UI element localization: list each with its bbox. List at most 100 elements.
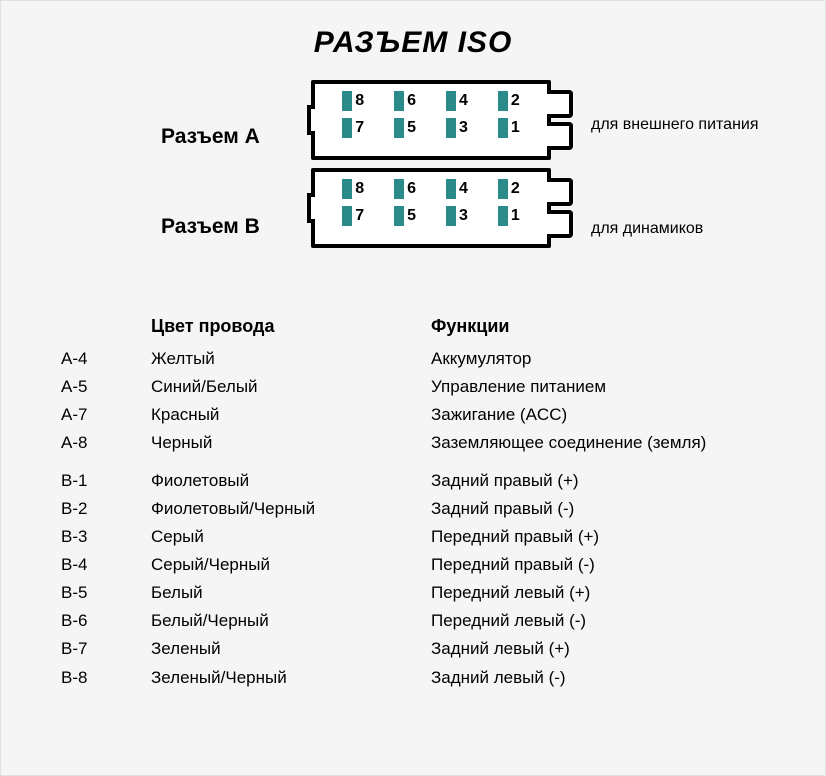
- pin-icon: [446, 179, 456, 199]
- pin-icon: [498, 206, 508, 226]
- pin-cell: 2: [498, 179, 520, 199]
- cell-pin: B-4: [61, 551, 151, 579]
- group-b-rows: B-1ФиолетовыйЗадний правый (+)B-2Фиолето…: [61, 467, 775, 691]
- table-row: A-7КрасныйЗажигание (ACC): [61, 401, 775, 429]
- pin-cell: 1: [498, 206, 520, 226]
- cell-func: Задний левый (+): [431, 635, 775, 663]
- page: РАЗЪЕМ ISO Разъем А Разъем В для внешнег…: [0, 0, 826, 776]
- pin-number: 3: [459, 207, 468, 225]
- pin-cell: 4: [446, 179, 468, 199]
- cell-color: Зеленый: [151, 635, 431, 663]
- table-row: B-3СерыйПередний правый (+): [61, 523, 775, 551]
- pin-cell: 6: [394, 91, 416, 111]
- table-row: B-2Фиолетовый/ЧерныйЗадний правый (-): [61, 495, 775, 523]
- pin-icon: [446, 206, 456, 226]
- pin-number: 5: [407, 119, 416, 137]
- cell-func: Передний левый (+): [431, 579, 775, 607]
- group-gap: [61, 457, 775, 467]
- table-row: B-5БелыйПередний левый (+): [61, 579, 775, 607]
- cell-func: Аккумулятор: [431, 345, 775, 373]
- pin-cell: 8: [342, 91, 364, 111]
- cell-func: Заземляющее соединение (земля): [431, 429, 775, 457]
- pin-icon: [394, 179, 404, 199]
- pin-number: 1: [511, 207, 520, 225]
- cell-func: Передний правый (-): [431, 551, 775, 579]
- pin-row-top-b: 8642: [315, 179, 547, 199]
- pin-icon: [394, 91, 404, 111]
- pin-number: 2: [511, 180, 520, 198]
- cell-pin: B-3: [61, 523, 151, 551]
- header-func: Функции: [431, 316, 509, 337]
- connector-notch: [307, 193, 315, 223]
- connector-a-desc: для внешнего питания: [591, 115, 821, 136]
- connector-b-label: Разъем В: [161, 215, 260, 239]
- cell-pin: A-8: [61, 429, 151, 457]
- cell-color: Красный: [151, 401, 431, 429]
- pin-icon: [446, 118, 456, 138]
- cell-color: Фиолетовый/Черный: [151, 495, 431, 523]
- cell-color: Серый: [151, 523, 431, 551]
- pin-number: 7: [355, 207, 364, 225]
- pin-number: 8: [355, 180, 364, 198]
- cell-color: Черный: [151, 429, 431, 457]
- connector-tab: [547, 90, 573, 118]
- pin-number: 7: [355, 119, 364, 137]
- cell-color: Желтый: [151, 345, 431, 373]
- cell-pin: B-2: [61, 495, 151, 523]
- cell-color: Белый/Черный: [151, 607, 431, 635]
- pin-number: 2: [511, 92, 520, 110]
- pin-cell: 5: [394, 118, 416, 138]
- cell-color: Белый: [151, 579, 431, 607]
- table-row: B-7ЗеленыйЗадний левый (+): [61, 635, 775, 663]
- table-row: A-8ЧерныйЗаземляющее соединение (земля): [61, 429, 775, 457]
- pin-number: 4: [459, 92, 468, 110]
- table-row: B-6Белый/ЧерныйПередний левый (-): [61, 607, 775, 635]
- cell-pin: B-1: [61, 467, 151, 495]
- pin-icon: [394, 118, 404, 138]
- pin-number: 5: [407, 207, 416, 225]
- cell-func: Задний левый (-): [431, 664, 775, 692]
- pin-number: 6: [407, 92, 416, 110]
- cell-func: Зажигание (ACC): [431, 401, 775, 429]
- connector-tab: [547, 210, 573, 238]
- connector-b-block: 8642 7531: [311, 168, 551, 248]
- cell-func: Передний правый (+): [431, 523, 775, 551]
- group-a-rows: A-4ЖелтыйАккумуляторA-5Синий/БелыйУправл…: [61, 345, 775, 457]
- cell-func: Управление питанием: [431, 373, 775, 401]
- table-header: Цвет провода Функции: [61, 316, 775, 337]
- cell-pin: A-7: [61, 401, 151, 429]
- pinout-table: Цвет провода Функции A-4ЖелтыйАккумулято…: [31, 316, 795, 692]
- header-color: Цвет провода: [151, 316, 431, 337]
- pin-cell: 2: [498, 91, 520, 111]
- pin-icon: [342, 206, 352, 226]
- pin-icon: [394, 206, 404, 226]
- pin-icon: [498, 91, 508, 111]
- table-row: A-4ЖелтыйАккумулятор: [61, 345, 775, 373]
- connector-tab: [547, 122, 573, 150]
- connector-a-block: 8642 7531: [311, 80, 551, 160]
- pin-icon: [498, 179, 508, 199]
- cell-func: Задний правый (-): [431, 495, 775, 523]
- pin-icon: [342, 91, 352, 111]
- pin-cell: 8: [342, 179, 364, 199]
- table-row: B-4Серый/ЧерныйПередний правый (-): [61, 551, 775, 579]
- cell-pin: A-4: [61, 345, 151, 373]
- cell-func: Передний левый (-): [431, 607, 775, 635]
- cell-pin: B-5: [61, 579, 151, 607]
- pin-number: 4: [459, 180, 468, 198]
- pin-cell: 4: [446, 91, 468, 111]
- table-row: B-8Зеленый/ЧерныйЗадний левый (-): [61, 664, 775, 692]
- pin-icon: [342, 118, 352, 138]
- pin-row-bottom-b: 7 5 3 1: [315, 206, 547, 226]
- cell-pin: B-7: [61, 635, 151, 663]
- cell-color: Фиолетовый: [151, 467, 431, 495]
- pin-cell: 3: [446, 118, 468, 138]
- connector-b-desc: для динамиков: [591, 220, 703, 238]
- pin-icon: [498, 118, 508, 138]
- pin-row-top-a: 8 6 4 2: [315, 91, 547, 111]
- pin-icon: [342, 179, 352, 199]
- main-title: РАЗЪЕМ ISO: [31, 26, 795, 60]
- connector-graphic: 8 6 4 2 7 5 3 1 8 6 4 2 7 5 3 1: [311, 80, 551, 248]
- pin-cell: 5: [394, 206, 416, 226]
- pin-number: 8: [355, 92, 364, 110]
